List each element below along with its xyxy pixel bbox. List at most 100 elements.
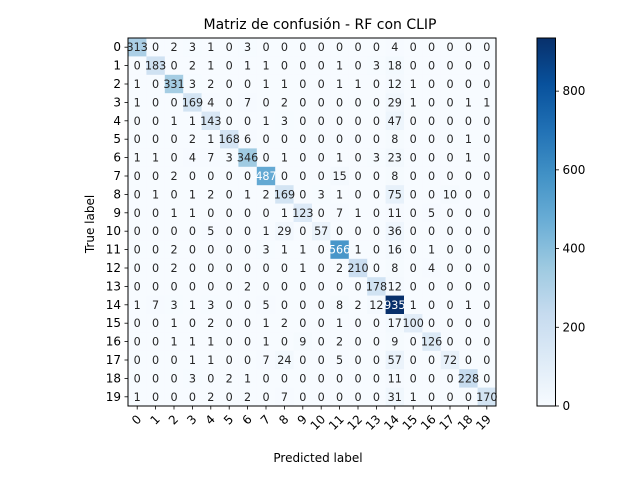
cell-value: 7 [244, 96, 251, 109]
heatmap-cell [183, 332, 202, 352]
cell-value: 0 [134, 207, 141, 220]
heatmap-cells [128, 38, 497, 407]
heatmap-cell [404, 148, 423, 168]
heatmap-cell [459, 38, 478, 57]
cell-value: 1 [134, 78, 141, 91]
heatmap-cell [385, 166, 405, 186]
heatmap-cell [256, 185, 276, 204]
cell-value: 0 [354, 225, 361, 238]
heatmap-cell [201, 240, 221, 260]
heatmap-cell [385, 56, 405, 76]
heatmap-cell [256, 295, 276, 315]
heatmap-cell [146, 277, 166, 296]
colorbar [536, 37, 556, 407]
heatmap-cell [404, 369, 423, 388]
cell-value: 1 [189, 354, 196, 367]
cell-value: 0 [134, 225, 141, 238]
heatmap-cell [312, 56, 331, 76]
cell-value: 0 [354, 152, 361, 165]
cell-value: 0 [446, 299, 453, 312]
heatmap-cell [422, 185, 442, 204]
heatmap-cell [330, 295, 350, 315]
heatmap-cell [293, 56, 313, 76]
cell-value: 2 [189, 133, 196, 146]
cell-value: 1 [299, 244, 306, 257]
cell-value: 1 [244, 60, 251, 73]
heatmap-cell [459, 74, 478, 94]
heatmap-cell [220, 240, 239, 260]
heatmap-cell [348, 56, 368, 76]
cell-value: 0 [336, 280, 343, 293]
heatmap-cell [422, 369, 442, 388]
cell-value: 1 [207, 133, 214, 146]
heatmap-cell [146, 93, 166, 112]
cell-value: 2 [244, 391, 251, 404]
cell-value: 1 [170, 317, 177, 330]
heatmap-cell [367, 277, 386, 296]
cell-value: 1 [336, 188, 343, 201]
heatmap-cell [385, 93, 405, 112]
heatmap-cell [275, 332, 294, 352]
cell-value: 0 [262, 372, 269, 385]
heatmap-cell [146, 185, 166, 204]
cell-value: 29 [277, 225, 291, 238]
cell-value: 0 [465, 317, 472, 330]
cell-value: 8 [391, 133, 398, 146]
heatmap-cell [367, 314, 386, 333]
cell-value: 1 [189, 336, 196, 349]
heatmap-cell [440, 166, 460, 186]
cell-value: 0 [318, 133, 325, 146]
heatmap-cell [220, 350, 239, 370]
cell-value: 0 [170, 60, 177, 73]
heatmap-cell [183, 222, 202, 241]
heatmap-cell [440, 222, 460, 241]
cell-value: 0 [134, 133, 141, 146]
heatmap-cell [128, 332, 147, 352]
heatmap-cell [367, 93, 386, 112]
heatmap-cell [440, 277, 460, 296]
heatmap-cell [348, 203, 368, 223]
cell-value: 0 [299, 354, 306, 367]
cell-value: 0 [299, 96, 306, 109]
cell-value: 0 [446, 60, 453, 73]
heatmap-cell [385, 369, 405, 388]
cell-value: 0 [483, 225, 490, 238]
heatmap-cell [367, 38, 386, 57]
heatmap-cell [330, 130, 350, 149]
cell-value: 0 [336, 225, 343, 238]
cell-value: 0 [244, 170, 251, 183]
heatmap-cell [367, 74, 386, 94]
heatmap-cell [146, 111, 166, 131]
cell-value: 0 [226, 299, 233, 312]
heatmap-cell [440, 350, 460, 370]
heatmap-cell [477, 332, 497, 352]
cell-value: 0 [318, 115, 325, 128]
cell-value: 0 [318, 170, 325, 183]
cell-value: 0 [410, 244, 417, 257]
cell-value: 0 [299, 152, 306, 165]
cell-value: 16 [388, 244, 402, 257]
heatmap-cell [348, 148, 368, 168]
cell-value: 0 [410, 60, 417, 73]
cell-value: 4 [189, 152, 196, 165]
cell-value: 3 [207, 299, 214, 312]
heatmap-cell [422, 258, 442, 278]
heatmap-cell [404, 258, 423, 278]
y-tick-label: 1 [113, 59, 121, 73]
heatmap-cell [201, 38, 221, 57]
heatmap-cell [367, 295, 386, 315]
heatmap-cell [256, 350, 276, 370]
heatmap-cell [220, 56, 239, 76]
cell-value: 0 [170, 188, 177, 201]
heatmap-cell [385, 350, 405, 370]
cell-value: 0 [299, 299, 306, 312]
cell-value: 0 [189, 280, 196, 293]
heatmap-cell [330, 74, 350, 94]
cell-value: 57 [314, 225, 328, 238]
cell-value: 3 [262, 244, 269, 257]
heatmap-cell [238, 258, 258, 278]
cell-value: 0 [483, 188, 490, 201]
cell-value: 0 [428, 372, 435, 385]
cell-value: 7 [207, 152, 214, 165]
